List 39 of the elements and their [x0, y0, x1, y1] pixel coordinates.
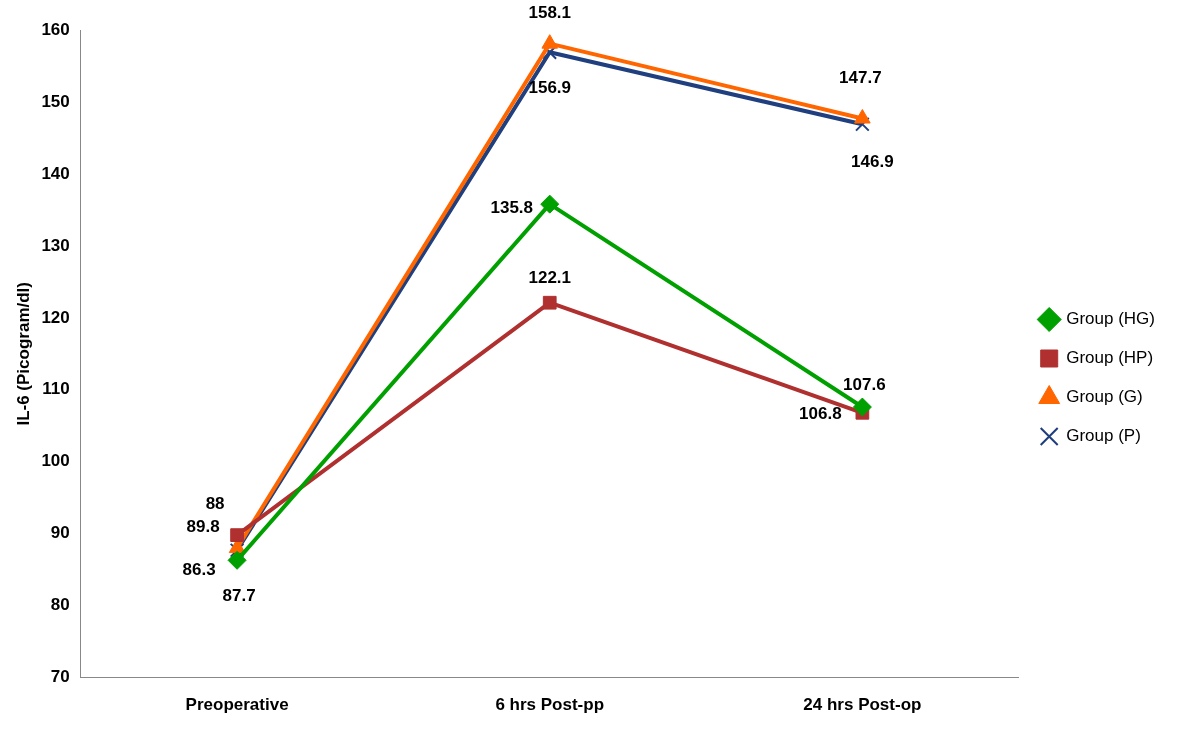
x-tick-label: 6 hrs Post-pp: [495, 695, 605, 715]
data-label: 86.3: [182, 560, 216, 579]
point: [230, 528, 244, 542]
y-tick-label: 150: [41, 91, 70, 111]
point: [541, 34, 559, 49]
legend-label: Group (P): [1066, 426, 1141, 446]
y-tick-label: 90: [50, 523, 70, 543]
legend-label: Group (HG): [1066, 309, 1155, 329]
data-label: 147.7: [839, 68, 882, 88]
point: [855, 116, 870, 132]
data-label: 107.6: [843, 374, 886, 394]
data-label: 156.9: [528, 77, 572, 97]
data-label: 122.1: [528, 268, 572, 288]
y-tick-label: 80: [50, 595, 70, 615]
y-tick-label: 130: [41, 235, 70, 255]
y-tick-label: 110: [42, 379, 70, 399]
data-label: 87.7: [222, 585, 256, 605]
x-tick-label: Preoperative: [185, 695, 289, 715]
point: [227, 550, 247, 570]
x-tick-label: 24 hrs Post-op: [803, 695, 922, 715]
point: [852, 397, 872, 417]
y-tick-label: 120: [41, 307, 70, 327]
point: [542, 295, 557, 310]
legend-label: Group (HP): [1066, 348, 1154, 368]
data-label: 89.8: [186, 516, 220, 536]
data-label: 146.9: [851, 151, 894, 171]
data-label: 158.1: [528, 3, 572, 23]
data-label: 88: [205, 493, 225, 513]
data-label: 106.8: [799, 404, 842, 424]
y-axis-title: IL-6 (Picogram/dl): [13, 282, 33, 426]
y-tick-label: 160: [41, 19, 70, 39]
point: [229, 542, 245, 558]
data-label: 135.8: [490, 197, 534, 217]
y-tick-label: 70: [50, 667, 70, 687]
point: [540, 194, 560, 214]
legend-label: Group (G): [1066, 387, 1143, 407]
point: [854, 109, 871, 124]
y-tick-label: 100: [41, 451, 70, 471]
y-tick-label: 140: [41, 163, 70, 183]
